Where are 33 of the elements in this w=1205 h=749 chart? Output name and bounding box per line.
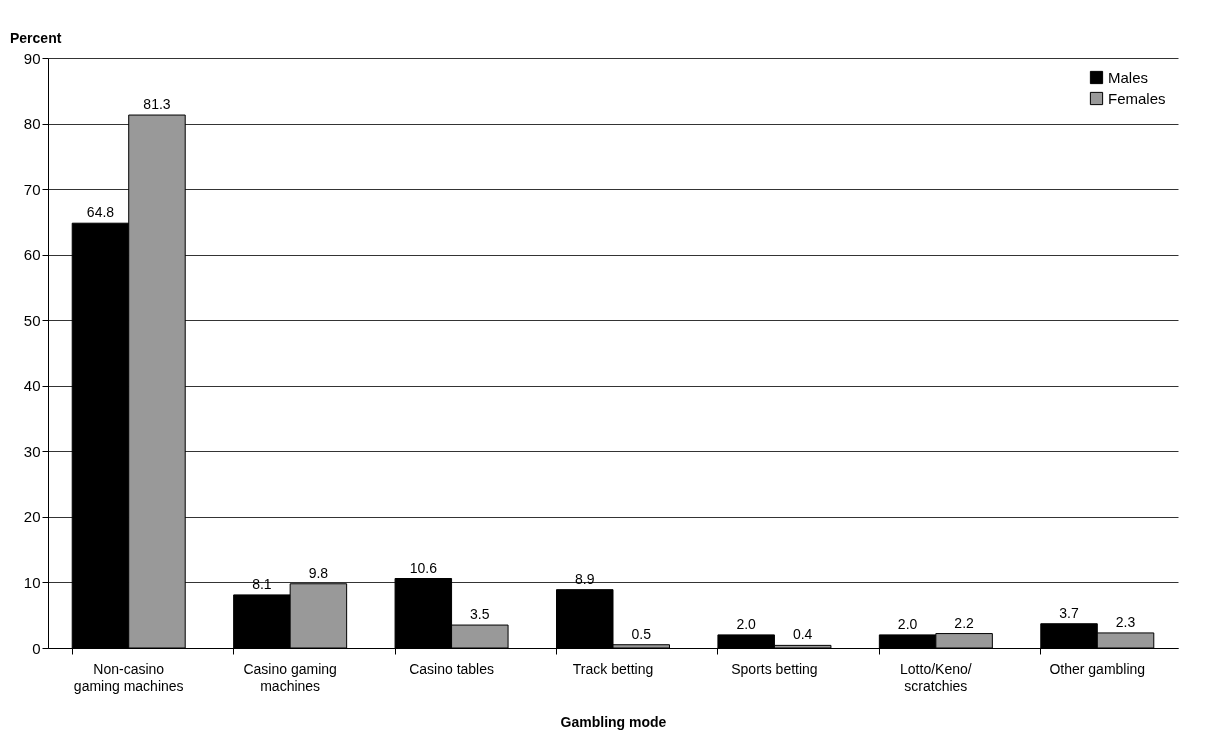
x-tick-label: Lotto/Keno/scratchies bbox=[900, 660, 972, 694]
data-label: 64.8 bbox=[86, 204, 115, 221]
x-tick-label: Track betting bbox=[572, 660, 654, 677]
data-label: 10.6 bbox=[409, 559, 438, 576]
x-tick-label: Other gambling bbox=[1049, 660, 1146, 677]
data-label: 0.4 bbox=[792, 626, 813, 643]
legend-label: Females bbox=[1108, 89, 1166, 107]
data-label: 2.0 bbox=[736, 615, 757, 632]
y-tick-label: 0 bbox=[32, 639, 41, 657]
data-label: 2.2 bbox=[954, 614, 975, 631]
legend-label: Males bbox=[1108, 68, 1149, 86]
data-label: 2.0 bbox=[897, 615, 918, 632]
x-tick-label: Casino gaming machines bbox=[243, 660, 337, 694]
y-tick-label: 80 bbox=[23, 115, 41, 133]
data-label: 2.3 bbox=[1115, 613, 1136, 630]
y-tick-label: 40 bbox=[23, 377, 41, 395]
y-tick-label: 10 bbox=[23, 573, 41, 591]
x-tick-label: Casino tables bbox=[409, 660, 494, 677]
y-axis-title: Percent bbox=[10, 30, 62, 46]
y-tick-label: 30 bbox=[23, 442, 41, 460]
y-tick-label: 50 bbox=[23, 311, 41, 329]
x-tick-label: Non-casino gaming machines bbox=[73, 660, 184, 694]
y-tick-label: 60 bbox=[23, 246, 41, 264]
data-label: 0.5 bbox=[631, 625, 652, 642]
y-tick-label: 20 bbox=[23, 508, 41, 526]
y-tick-label: 70 bbox=[23, 180, 41, 198]
data-label: 81.3 bbox=[143, 96, 171, 113]
y-tick-label: 90 bbox=[23, 49, 41, 67]
data-label: 9.8 bbox=[308, 564, 329, 581]
x-tick-label: Sports betting bbox=[731, 660, 818, 677]
data-label: 3.7 bbox=[1059, 604, 1079, 621]
data-label: 3.5 bbox=[470, 606, 490, 623]
x-axis-title: Gambling mode bbox=[560, 713, 667, 730]
